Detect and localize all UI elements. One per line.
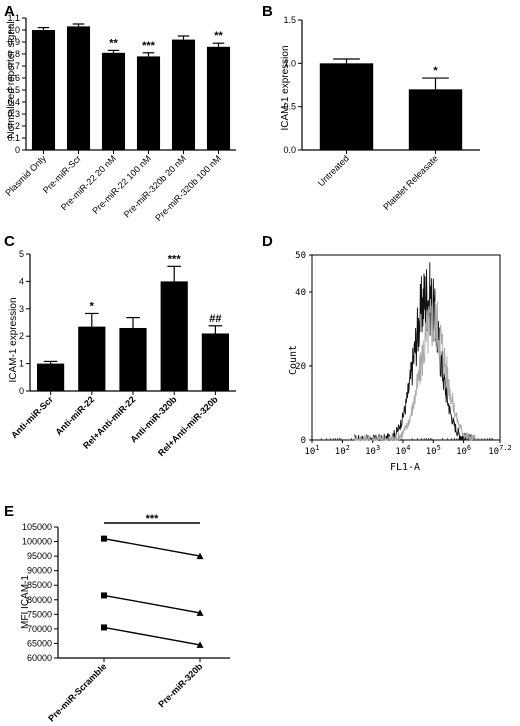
panel-a-ytick-label: 0.4 bbox=[7, 97, 20, 107]
panel-d-ytick-label: 0 bbox=[301, 436, 306, 446]
panel-b-ytick-label: 1.5 bbox=[283, 15, 296, 25]
panel-a-ytick-label: 0.1 bbox=[7, 133, 20, 143]
panel-a-bar bbox=[101, 52, 126, 150]
panel-a-ytick-label: 0.7 bbox=[7, 61, 20, 71]
panel-e-marker-triangle bbox=[196, 641, 204, 648]
panel-e-ytick-label: 90000 bbox=[27, 566, 52, 576]
panel-a-bar bbox=[171, 39, 196, 150]
panel-d-xtick-label: 103 bbox=[365, 444, 380, 457]
panel-d-xlabel: FL1-A bbox=[390, 462, 420, 473]
panel-e-marker-square bbox=[101, 592, 107, 599]
panel-d-histogram-series bbox=[354, 262, 476, 442]
panel-d-ylabel: Count bbox=[288, 345, 299, 375]
panel-c-significance: *** bbox=[168, 253, 182, 265]
panel-label-e: E bbox=[4, 503, 14, 520]
panel-a-ytick-label: 0.2 bbox=[7, 121, 20, 131]
panel-a-ytick-label: 0 bbox=[15, 145, 20, 155]
panel-e-ytick-label: 85000 bbox=[27, 580, 52, 590]
panel-b-bar bbox=[408, 89, 463, 150]
panel-b-ytick-label: 0.5 bbox=[283, 102, 296, 112]
panel-a-ytick-label: 1.0 bbox=[7, 25, 20, 35]
panel-e-marker-square bbox=[101, 535, 107, 542]
panel-c-ytick-label: 0 bbox=[19, 386, 24, 396]
panel-b-category-label: Platelet Releasate bbox=[381, 153, 440, 212]
panel-a-bar bbox=[31, 30, 56, 150]
panel-d-xtick-label: 106 bbox=[456, 444, 471, 457]
panel-c-ytick-label: 1 bbox=[19, 359, 24, 369]
panel-a-ytick-label: 0.8 bbox=[7, 49, 20, 59]
panel-d-xtick-label: 107.2 bbox=[488, 444, 512, 457]
panel-e-ytick-label: 75000 bbox=[27, 609, 52, 619]
panel-a-category-label: Pre-miR-320b 100 nM bbox=[153, 153, 223, 223]
panel-e-ytick-label: 95000 bbox=[27, 551, 52, 561]
panel-a-bar bbox=[206, 46, 231, 150]
panel-e-pair-line bbox=[103, 537, 201, 557]
panel-a-bar bbox=[66, 26, 91, 150]
panel-d-xtick-label: 102 bbox=[335, 444, 350, 457]
panel-c-bar bbox=[201, 333, 229, 391]
panel-d-histogram-series bbox=[354, 298, 476, 442]
panel-e-ytick-label: 70000 bbox=[27, 624, 52, 634]
panel-b-significance: * bbox=[433, 65, 438, 77]
panel-e-significance: *** bbox=[146, 513, 160, 525]
panel-c-bar bbox=[119, 327, 147, 391]
panel-a-significance: ** bbox=[109, 37, 118, 49]
panel-a-category-label: Pre-miR-22 100 nM bbox=[90, 153, 153, 216]
panel-a-significance: *** bbox=[142, 40, 156, 52]
panel-c-ytick-label: 2 bbox=[19, 331, 24, 341]
panel-e-ytick-label: 100000 bbox=[22, 537, 52, 547]
panel-e-marker-triangle bbox=[196, 609, 204, 616]
panel-d-ytick-label: 40 bbox=[295, 288, 306, 298]
panel-d-frame bbox=[311, 254, 501, 441]
panel-e-marker-triangle bbox=[196, 552, 204, 560]
panel-label-b: B bbox=[262, 3, 273, 20]
panel-d-ytick-label: 50 bbox=[295, 251, 306, 261]
panel-c-significance: ## bbox=[209, 313, 221, 325]
panel-label-d: D bbox=[262, 233, 273, 250]
panel-label-c: C bbox=[4, 233, 15, 250]
panel-b-ylabel: ICAM-1 expression bbox=[280, 45, 291, 130]
panel-e-ytick-label: 105000 bbox=[22, 522, 52, 532]
panel-a-significance: ** bbox=[214, 30, 223, 42]
panel-a-ytick-label: 0.5 bbox=[7, 85, 20, 95]
panel-e-ytick-label: 80000 bbox=[27, 595, 52, 605]
panel-e-ytick-label: 60000 bbox=[27, 653, 52, 663]
panel-d-xtick-label: 105 bbox=[426, 444, 441, 457]
panel-c-bar bbox=[37, 363, 65, 391]
plot-layer: 0 0.1 0.2 0.3 0.4 0.5 0.6 0.7 0.8 0.9 1.0 1.1 Plasmi… bbox=[3, 13, 511, 724]
panel-e-pair-line bbox=[103, 626, 201, 646]
panel-d-ytick-label: 20 bbox=[295, 362, 306, 372]
panel-c-category-label: Anti-miR-22 bbox=[53, 394, 96, 437]
panel-e-category-label: Pre-miR-Scramble bbox=[46, 661, 108, 723]
panel-c-bar bbox=[78, 326, 106, 391]
panel-a-ylabel: Normalized reporter signal bbox=[6, 21, 17, 138]
panel-c-ytick-label: 3 bbox=[19, 304, 24, 314]
panel-a-category-label: Pre-miR-320b 20 nM bbox=[122, 153, 188, 219]
panel-b-ytick-label: 0.0 bbox=[283, 145, 296, 155]
panel-c-ytick-label: 4 bbox=[19, 276, 24, 286]
panel-c-ylabel: ICAM-1 expression bbox=[8, 297, 19, 382]
panel-e-pair-line bbox=[103, 594, 201, 614]
panel-label-a: A bbox=[4, 3, 15, 20]
panel-e-ytick-label: 65000 bbox=[27, 638, 52, 648]
panel-e-category-label: Pre-miR-320b bbox=[156, 661, 204, 709]
panel-a-category-label: Plasmid Only bbox=[3, 153, 48, 198]
panel-d-xtick-label: 101 bbox=[304, 444, 319, 457]
panel-c-category-label: Anti-miR-Scr bbox=[9, 394, 55, 440]
panel-e-marker-square bbox=[101, 624, 107, 631]
panel-a-ytick-label: 0.6 bbox=[7, 73, 20, 83]
panel-c-bar bbox=[160, 281, 188, 391]
panel-b-ytick-label: 1.0 bbox=[283, 58, 296, 68]
panel-b-category-label: Untreated bbox=[316, 153, 351, 188]
panel-a-ytick-label: 1.1 bbox=[7, 13, 20, 23]
panel-c-ytick-label: 5 bbox=[19, 249, 24, 259]
panel-a-ytick-label: 0.9 bbox=[7, 37, 20, 47]
panel-a-ytick-label: 0.3 bbox=[7, 109, 20, 119]
panel-a-bar bbox=[136, 56, 161, 150]
panel-e-ylabel: MFI ICAM-1 bbox=[20, 575, 31, 629]
panel-c-significance: * bbox=[90, 300, 95, 312]
panel-d-xtick-label: 104 bbox=[395, 444, 410, 457]
panel-b-bar bbox=[319, 63, 374, 151]
